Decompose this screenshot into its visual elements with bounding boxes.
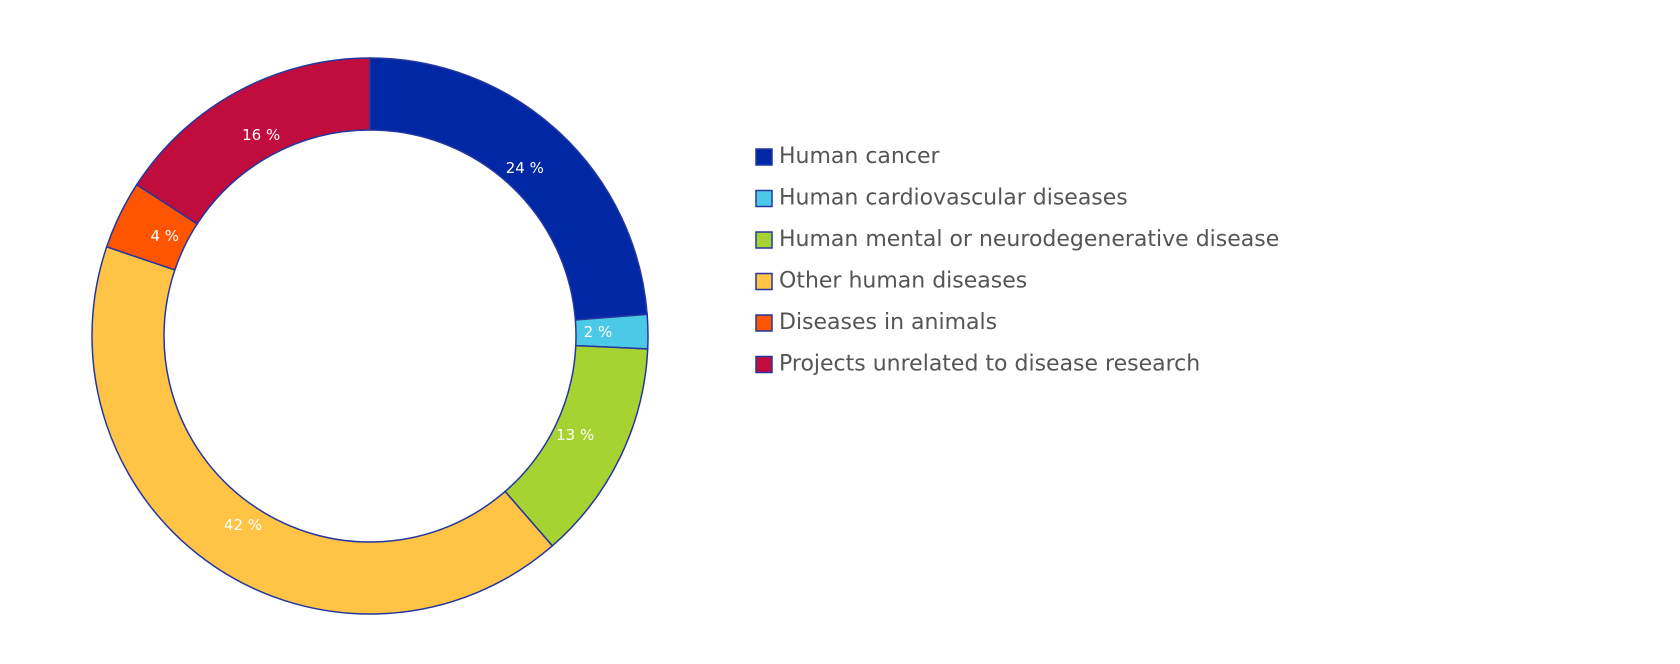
slice-label-human-mental-or-neurodegenerative-disease: 13 % [556, 426, 594, 444]
legend-swatch [755, 272, 773, 291]
legend-item-human-cancer: Human cancer [755, 144, 940, 169]
legend-swatch [755, 314, 773, 332]
slice-label-other-human-diseases: 42 % [224, 516, 262, 534]
legend: Human cancer Human cardiovascular disease… [755, 144, 1279, 377]
slice-projects-unrelated-to-disease-research[interactable] [135, 57, 371, 225]
legend-label: Diseases in animals [779, 310, 997, 335]
slice-other-human-diseases[interactable] [91, 245, 554, 615]
legend-item-human-cardiovascular-diseases: Human cardiovascular diseases [755, 186, 1128, 211]
slice-human-cancer[interactable] [369, 57, 648, 321]
slice-label-projects-unrelated-to-disease-research: 16 % [242, 126, 280, 144]
legend-swatch [755, 148, 773, 166]
legend-label: Human cardiovascular diseases [779, 186, 1128, 211]
legend-item-human-mental-or-neurodegenerative-disease: Human mental or neurodegenerative diseas… [755, 227, 1279, 252]
slice-label-human-cardiovascular-diseases: 2 % [584, 323, 613, 341]
legend-swatch [755, 189, 773, 208]
legend-item-diseases-in-animals: Diseases in animals [755, 310, 997, 335]
legend-label: Other human diseases [779, 269, 1027, 294]
legend-label: Human cancer [779, 144, 940, 169]
legend-item-other-human-diseases: Other human diseases [755, 269, 1027, 294]
slice-labels: 24 % 2 % 13 % 42 % 4 % 16 % [151, 126, 613, 534]
legend-item-projects-unrelated-to-disease-research: Projects unrelated to disease research [755, 352, 1200, 377]
slice-label-human-cancer: 24 % [506, 159, 544, 177]
slice-label-diseases-in-animals: 4 % [151, 227, 180, 245]
donut-slices [91, 57, 649, 615]
legend-label: Human mental or neurodegenerative diseas… [779, 227, 1279, 252]
legend-swatch [755, 355, 773, 374]
legend-label: Projects unrelated to disease research [779, 352, 1200, 377]
legend-swatch [755, 231, 773, 249]
